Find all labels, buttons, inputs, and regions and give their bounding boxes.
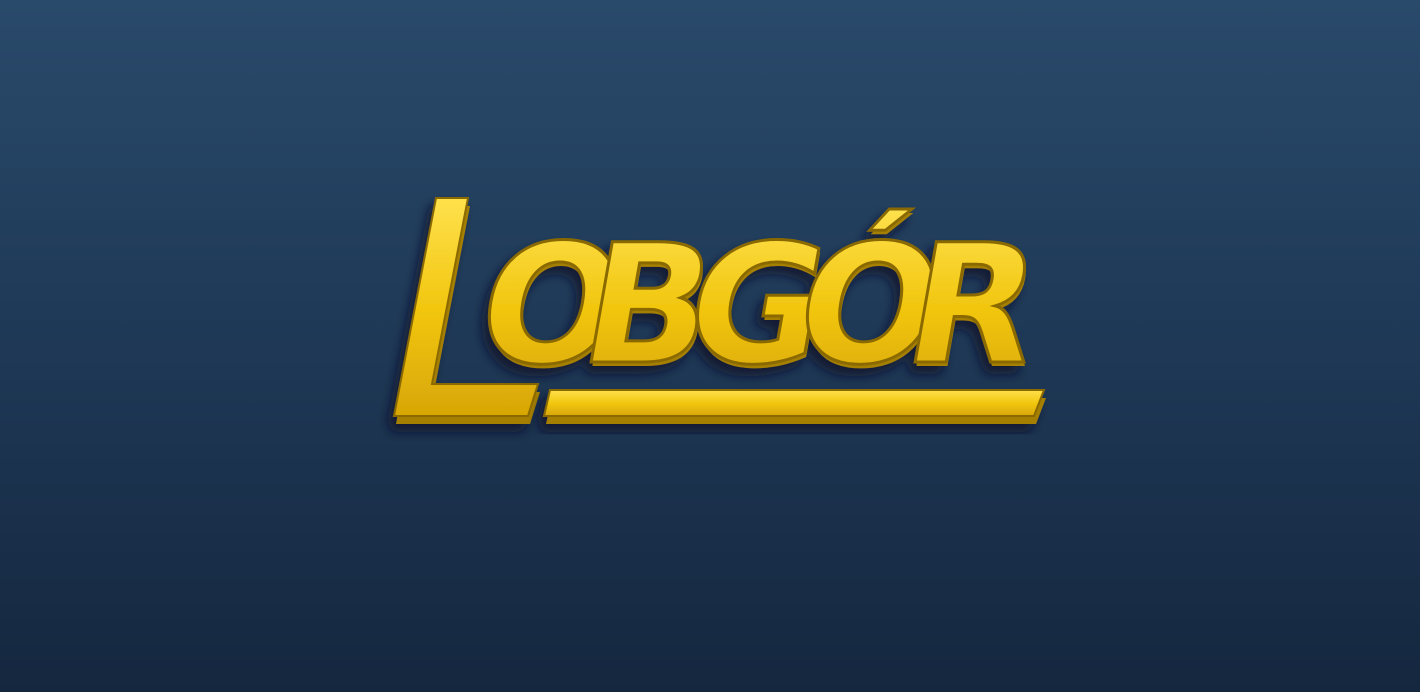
letter-l-shape <box>392 197 540 424</box>
lobgor-wordmark-graphic: O O B B G G Ó Ó R R <box>392 197 1056 424</box>
lobgor-logo: O O B B G G Ó Ó R R <box>380 180 1070 440</box>
letter-g-depth: G <box>674 214 843 406</box>
letter-o-depth: O <box>466 214 640 406</box>
letter-o: O <box>465 210 639 402</box>
underline-bar <box>542 389 1046 424</box>
letter-o-acute: Ó <box>783 208 957 402</box>
letter-o-acute-depth: Ó <box>784 212 958 406</box>
wordmark-letters: O O B B G G Ó Ó R R <box>464 207 1056 406</box>
